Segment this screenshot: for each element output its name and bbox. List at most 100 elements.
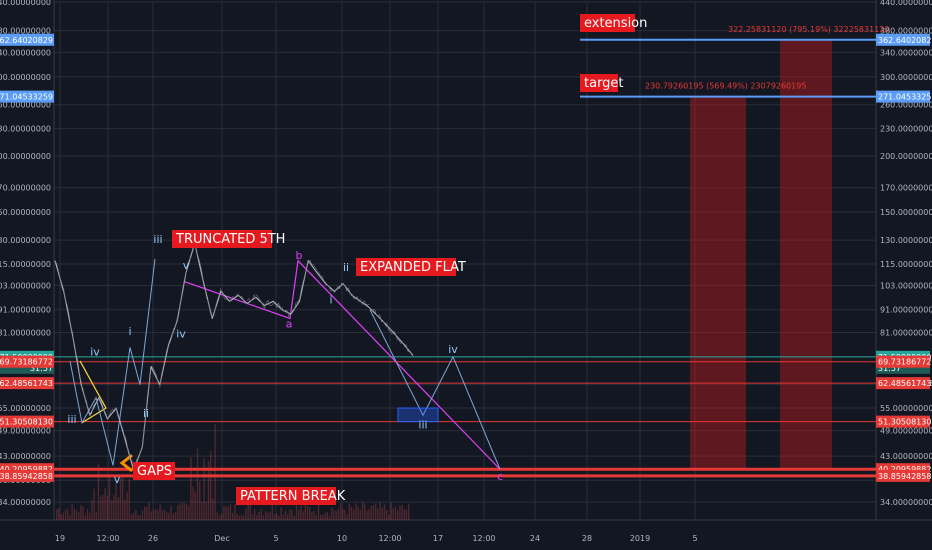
volume-bar	[254, 509, 256, 520]
price-tag	[876, 415, 930, 428]
y-tick-right: 55.00000000	[880, 404, 932, 413]
volume-bar	[273, 514, 276, 520]
volume-bar	[201, 501, 203, 520]
volume-bar	[364, 503, 366, 520]
volume-bar	[260, 509, 262, 520]
wave-label: ii	[343, 261, 349, 274]
x-tick-label: 24	[530, 534, 540, 543]
volume-bar	[295, 505, 298, 520]
volume-bar	[122, 477, 124, 520]
volume-bar	[148, 502, 150, 520]
volume-bar	[227, 506, 229, 520]
wave-label: iii	[67, 413, 76, 426]
price-detail	[124, 435, 134, 471]
volume-bar	[388, 514, 390, 520]
volume-bar	[381, 507, 383, 520]
volume-bar	[368, 509, 370, 520]
volume-bar	[71, 503, 73, 520]
x-tick-label: 19	[55, 534, 65, 543]
volume-bar	[128, 479, 130, 520]
price-detail	[386, 322, 396, 335]
volume-bar	[403, 508, 405, 520]
y-tick-left: 55.00000000	[0, 404, 51, 413]
volume-bar	[245, 508, 247, 520]
wave-count-line	[69, 258, 156, 466]
x-tick-label: 12:00	[472, 534, 495, 543]
annotation-text: extension	[584, 16, 647, 31]
volume-bar	[282, 514, 284, 520]
price-detail	[334, 282, 344, 294]
volume-bar	[405, 509, 408, 520]
volume-bar	[89, 512, 91, 520]
volume-bar	[78, 512, 80, 520]
volume-bar	[218, 515, 221, 520]
price-tag-label: 31:57	[878, 364, 901, 373]
drawings	[69, 258, 501, 472]
volume-bar	[386, 509, 388, 520]
volume-bar	[333, 509, 335, 520]
projection-line	[369, 309, 501, 470]
annotations: TRUNCATED 5TH EXPANDED FLAT GAPS PATTERN BR…	[133, 14, 889, 505]
price-detail	[194, 243, 204, 281]
volume-bar	[355, 503, 357, 520]
volume-bar	[339, 503, 342, 520]
volume-bar	[344, 510, 346, 520]
volume-bar	[196, 448, 199, 520]
price-detail	[98, 397, 108, 419]
y-tick-right: 130.00000000	[880, 236, 932, 245]
volume-bar	[357, 506, 359, 520]
volume-bar	[269, 511, 271, 520]
volume-bar	[353, 509, 355, 520]
y-tick-left: 49.00000000	[0, 427, 51, 436]
volume-bar	[348, 503, 350, 520]
volume-bar	[326, 511, 328, 520]
price-tag-label: 62.48561743	[0, 379, 53, 388]
volume-bar	[267, 512, 269, 520]
annotation-banner	[580, 14, 635, 32]
price-detail	[360, 300, 370, 306]
price-detail	[264, 299, 274, 309]
price-detail	[203, 284, 213, 319]
volume-bar	[265, 511, 267, 520]
volume-bar	[69, 514, 71, 520]
volume-bar	[315, 514, 317, 520]
measurement-label: 230.79260195 (569.49%) 23079260195	[645, 82, 806, 91]
wave-label: v	[183, 259, 190, 272]
volume-bar	[304, 502, 306, 520]
wave-label: iii	[418, 419, 427, 432]
volume-bar	[152, 509, 155, 520]
price-detail	[220, 290, 230, 302]
volume-bar	[392, 508, 394, 520]
volume-bar	[397, 510, 399, 520]
x-tick-label: 17	[433, 534, 443, 543]
wave-label: iii	[153, 233, 162, 246]
volume-bar	[394, 506, 397, 520]
y-tick-right: 103.00000000	[880, 282, 932, 291]
y-tick-left: 43.00000000	[0, 452, 51, 461]
price-tags: 362.64020829271.0453325971.5000000031:57…	[0, 33, 932, 482]
volume-bar	[172, 514, 174, 520]
volume-bar	[181, 502, 183, 520]
volume-bar	[284, 510, 287, 520]
y-tick-left: 170.00000000	[0, 184, 51, 193]
volume-bar	[115, 482, 117, 520]
price-tag	[0, 415, 54, 428]
price-tag-label: 51.30508130	[878, 418, 931, 427]
price-tag-label: 271.04533259	[0, 93, 53, 102]
price-detail	[342, 283, 353, 295]
annotation-banner	[172, 230, 272, 248]
volume-bar	[111, 500, 113, 520]
price-detail	[307, 259, 318, 271]
price-detail	[159, 347, 169, 388]
y-tick-right: 43.00000000	[880, 452, 932, 461]
volume-bar	[390, 502, 392, 520]
y-tick-right: 260.00000000	[880, 101, 932, 110]
volume-bar	[157, 509, 159, 520]
y-tick-right: 380.00000000	[880, 27, 932, 36]
wave-label: c	[497, 470, 503, 483]
y-tick-right: 91.00000000	[880, 306, 932, 315]
volume-bar	[375, 503, 377, 520]
volume-bar	[95, 511, 97, 520]
